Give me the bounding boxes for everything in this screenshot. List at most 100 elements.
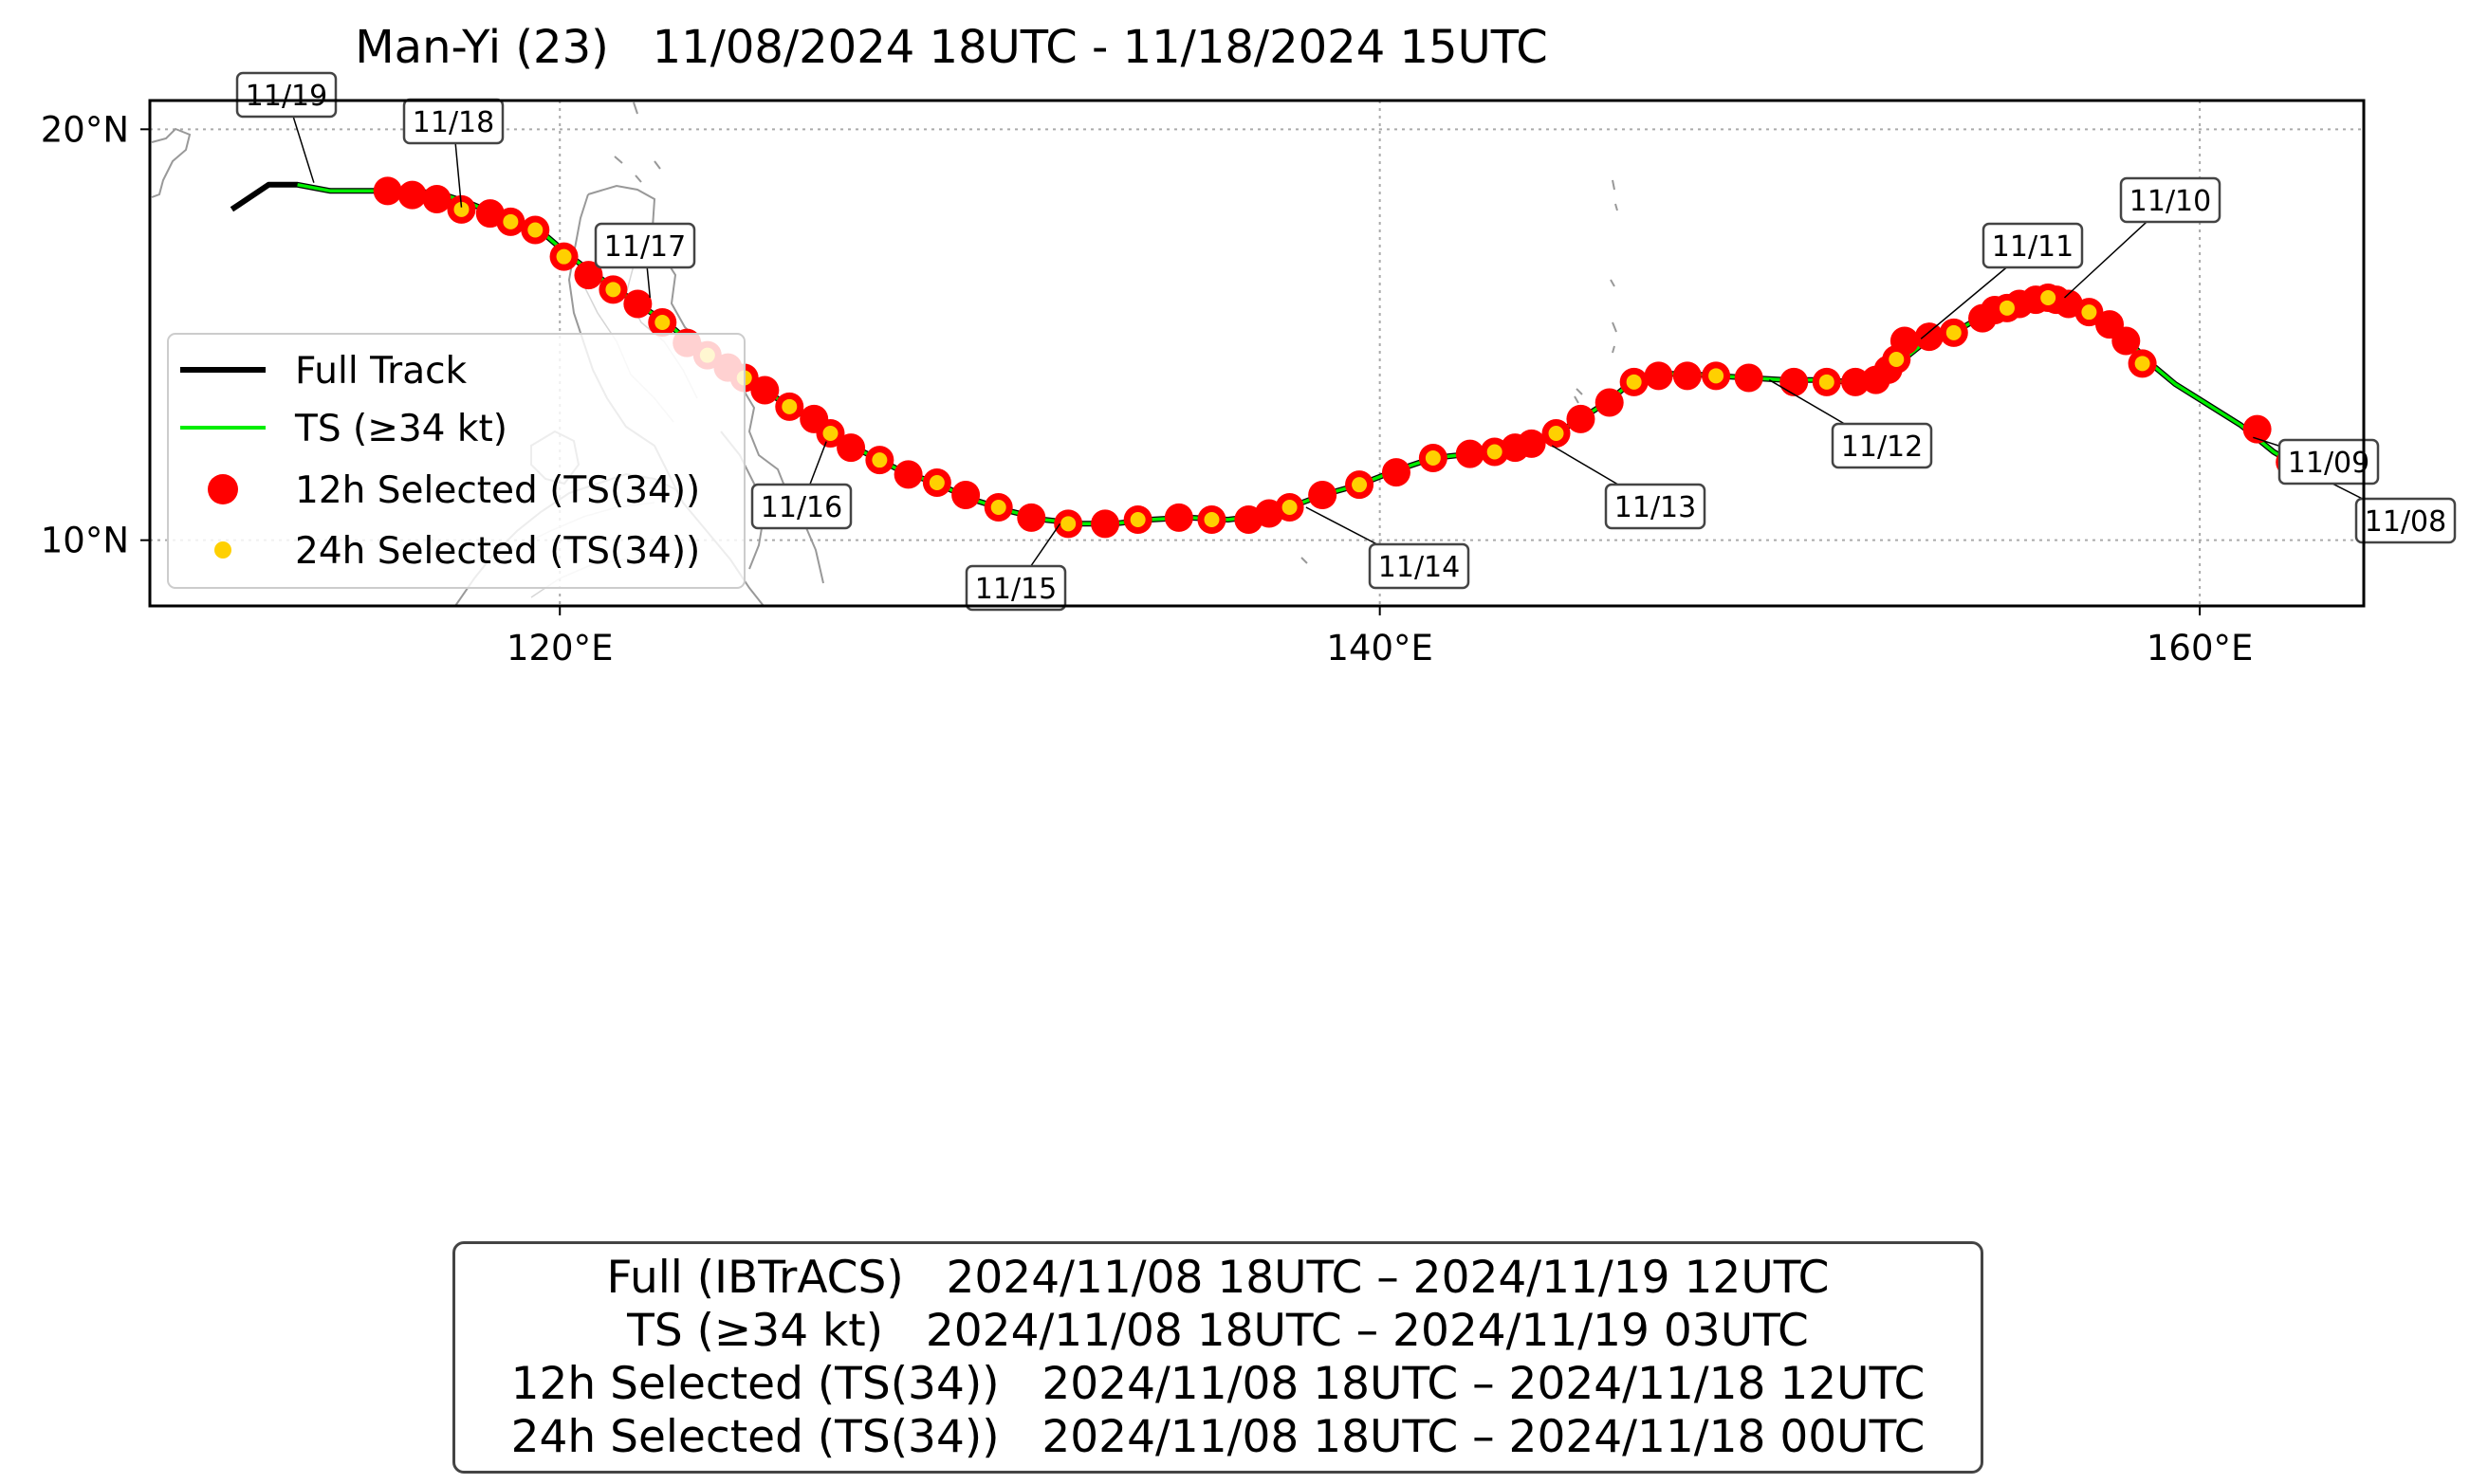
day-label-box	[1368, 542, 1470, 590]
marker-12h	[373, 176, 402, 206]
legend-label-12h: 12h Selected (TS(34))	[295, 469, 700, 512]
day-label-layer: 11/08 11/09 11/10 11/11 11/12 11/13 11/14 11/15…	[235, 71, 2457, 612]
marianas-islets	[1300, 179, 1618, 564]
marker-24h	[1708, 368, 1724, 384]
marker-24h	[1281, 500, 1298, 515]
marker-12h	[623, 289, 653, 319]
marker-12h	[800, 404, 829, 433]
day-label-box	[2354, 497, 2457, 544]
day-label-text: 11/14	[1378, 551, 1460, 584]
day-label-text: 11/10	[2129, 185, 2211, 218]
axis-ticks: 120°E 140°E 160°E 20°N 10°N	[41, 109, 2254, 669]
marker-12h	[1017, 503, 1046, 532]
marker-12h	[1914, 322, 1944, 352]
marker-24h	[1204, 512, 1220, 527]
marker-24h	[782, 398, 798, 414]
marker-12h	[1455, 439, 1484, 468]
marker-12h	[574, 261, 603, 290]
marker-24h	[527, 222, 544, 238]
marker-24h	[605, 282, 621, 298]
marker-12h	[2095, 310, 2125, 339]
taiwan-coast	[151, 127, 192, 198]
marker-12h	[2242, 414, 2272, 444]
marker-12h	[1968, 303, 1998, 333]
marker-24h	[2040, 290, 2056, 305]
marker-24h	[2081, 304, 2097, 321]
marker-12h	[1779, 367, 1809, 396]
marker-12h	[1861, 365, 1890, 394]
marker-12h	[1644, 361, 1673, 391]
marker-12h	[1308, 481, 1337, 509]
legend: Full Track TS (≥34 kt) 12h Selected (TS(…	[167, 333, 746, 589]
plot-frame	[148, 99, 2366, 608]
marker-12h	[397, 180, 427, 210]
marker-24h	[1548, 426, 1564, 441]
day-label-box	[2119, 176, 2221, 224]
tick-label-lat: 20°N	[41, 109, 129, 150]
marker-24h	[1060, 516, 1077, 532]
day-label-text: 11/12	[1841, 431, 1923, 464]
marker-24h	[1352, 477, 1368, 493]
day-label-box	[1831, 422, 1933, 469]
marker-12h	[1164, 503, 1193, 532]
marker-24h	[556, 248, 572, 265]
marker-24h	[822, 426, 839, 441]
marker-24h	[872, 452, 888, 468]
marker-24h	[654, 315, 671, 330]
summary-12h-range: 12h Selected (TS(34)) 2024/11/08 18UTC –…	[510, 1357, 1926, 1410]
marker-12h	[1091, 509, 1120, 539]
legend-label-24h: 24h Selected (TS(34))	[295, 530, 700, 573]
day-label-text: 11/16	[761, 491, 842, 524]
marker-24h	[453, 201, 470, 217]
marker-12h	[750, 376, 780, 405]
day-label-text: 11/17	[604, 230, 686, 264]
legend-frame	[167, 333, 746, 589]
summary-24h-range: 24h Selected (TS(34)) 2024/11/08 18UTC –…	[510, 1410, 1926, 1463]
day-label-text: 11/11	[1992, 230, 2074, 264]
marker-24h	[1889, 352, 1905, 367]
legend-swatch-24h	[214, 541, 231, 559]
day-label-box	[965, 564, 1067, 612]
marker-12h	[1566, 404, 1595, 433]
marker-12h	[1234, 505, 1263, 534]
summary-full-range: Full (IBTrACS) 2024/11/08 18UTC – 2024/1…	[606, 1251, 1830, 1304]
marker-24h	[2134, 356, 2150, 372]
legend-label-ts: TS (≥34 kt)	[294, 408, 507, 450]
day-label-box	[2277, 438, 2380, 486]
tick-label-lon: 120°E	[507, 628, 614, 669]
marker-12h	[951, 481, 981, 509]
marker-24h	[1999, 300, 2015, 316]
marker-24h	[1945, 324, 1962, 340]
marker-24h	[503, 213, 519, 229]
marker-12h	[475, 199, 505, 229]
tick-label-lon: 160°E	[2147, 628, 2254, 669]
day-label-box	[594, 222, 696, 269]
legend-label-full-track: Full Track	[295, 350, 468, 393]
marker-24h	[990, 500, 1006, 515]
day-label-box	[750, 483, 853, 530]
map-title: Man-Yi (23) 11/08/2024 18UTC - 11/18/202…	[355, 21, 1548, 74]
day-label-text: 11/19	[246, 80, 327, 113]
marker-12h	[894, 460, 923, 489]
marker-24h	[1818, 374, 1834, 390]
day-label-box	[1604, 483, 1706, 530]
tick-label-lon: 140°E	[1326, 628, 1433, 669]
marker-24h	[929, 475, 945, 490]
marker-24h	[1425, 450, 1441, 466]
day-label-text: 11/09	[2288, 447, 2369, 480]
marker-24h	[1486, 444, 1502, 460]
day-label-box	[1982, 222, 2084, 269]
marker-12h	[1672, 361, 1702, 391]
marker-24h	[1130, 512, 1146, 527]
date-range-summary-box: Full (IBTrACS) 2024/11/08 18UTC – 2024/1…	[452, 1241, 1983, 1474]
day-label-box	[235, 71, 338, 119]
marker-12h	[1594, 388, 1624, 417]
marker-12h	[1381, 458, 1410, 487]
legend-swatch-12h	[208, 474, 238, 504]
marker-12h	[837, 433, 866, 463]
day-label-text: 11/18	[413, 106, 494, 139]
summary-ts-range: TS (≥34 kt) 2024/11/08 18UTC – 2024/11/1…	[627, 1304, 1809, 1357]
day-label-text: 11/13	[1614, 491, 1696, 524]
marker-24h	[1626, 374, 1642, 390]
